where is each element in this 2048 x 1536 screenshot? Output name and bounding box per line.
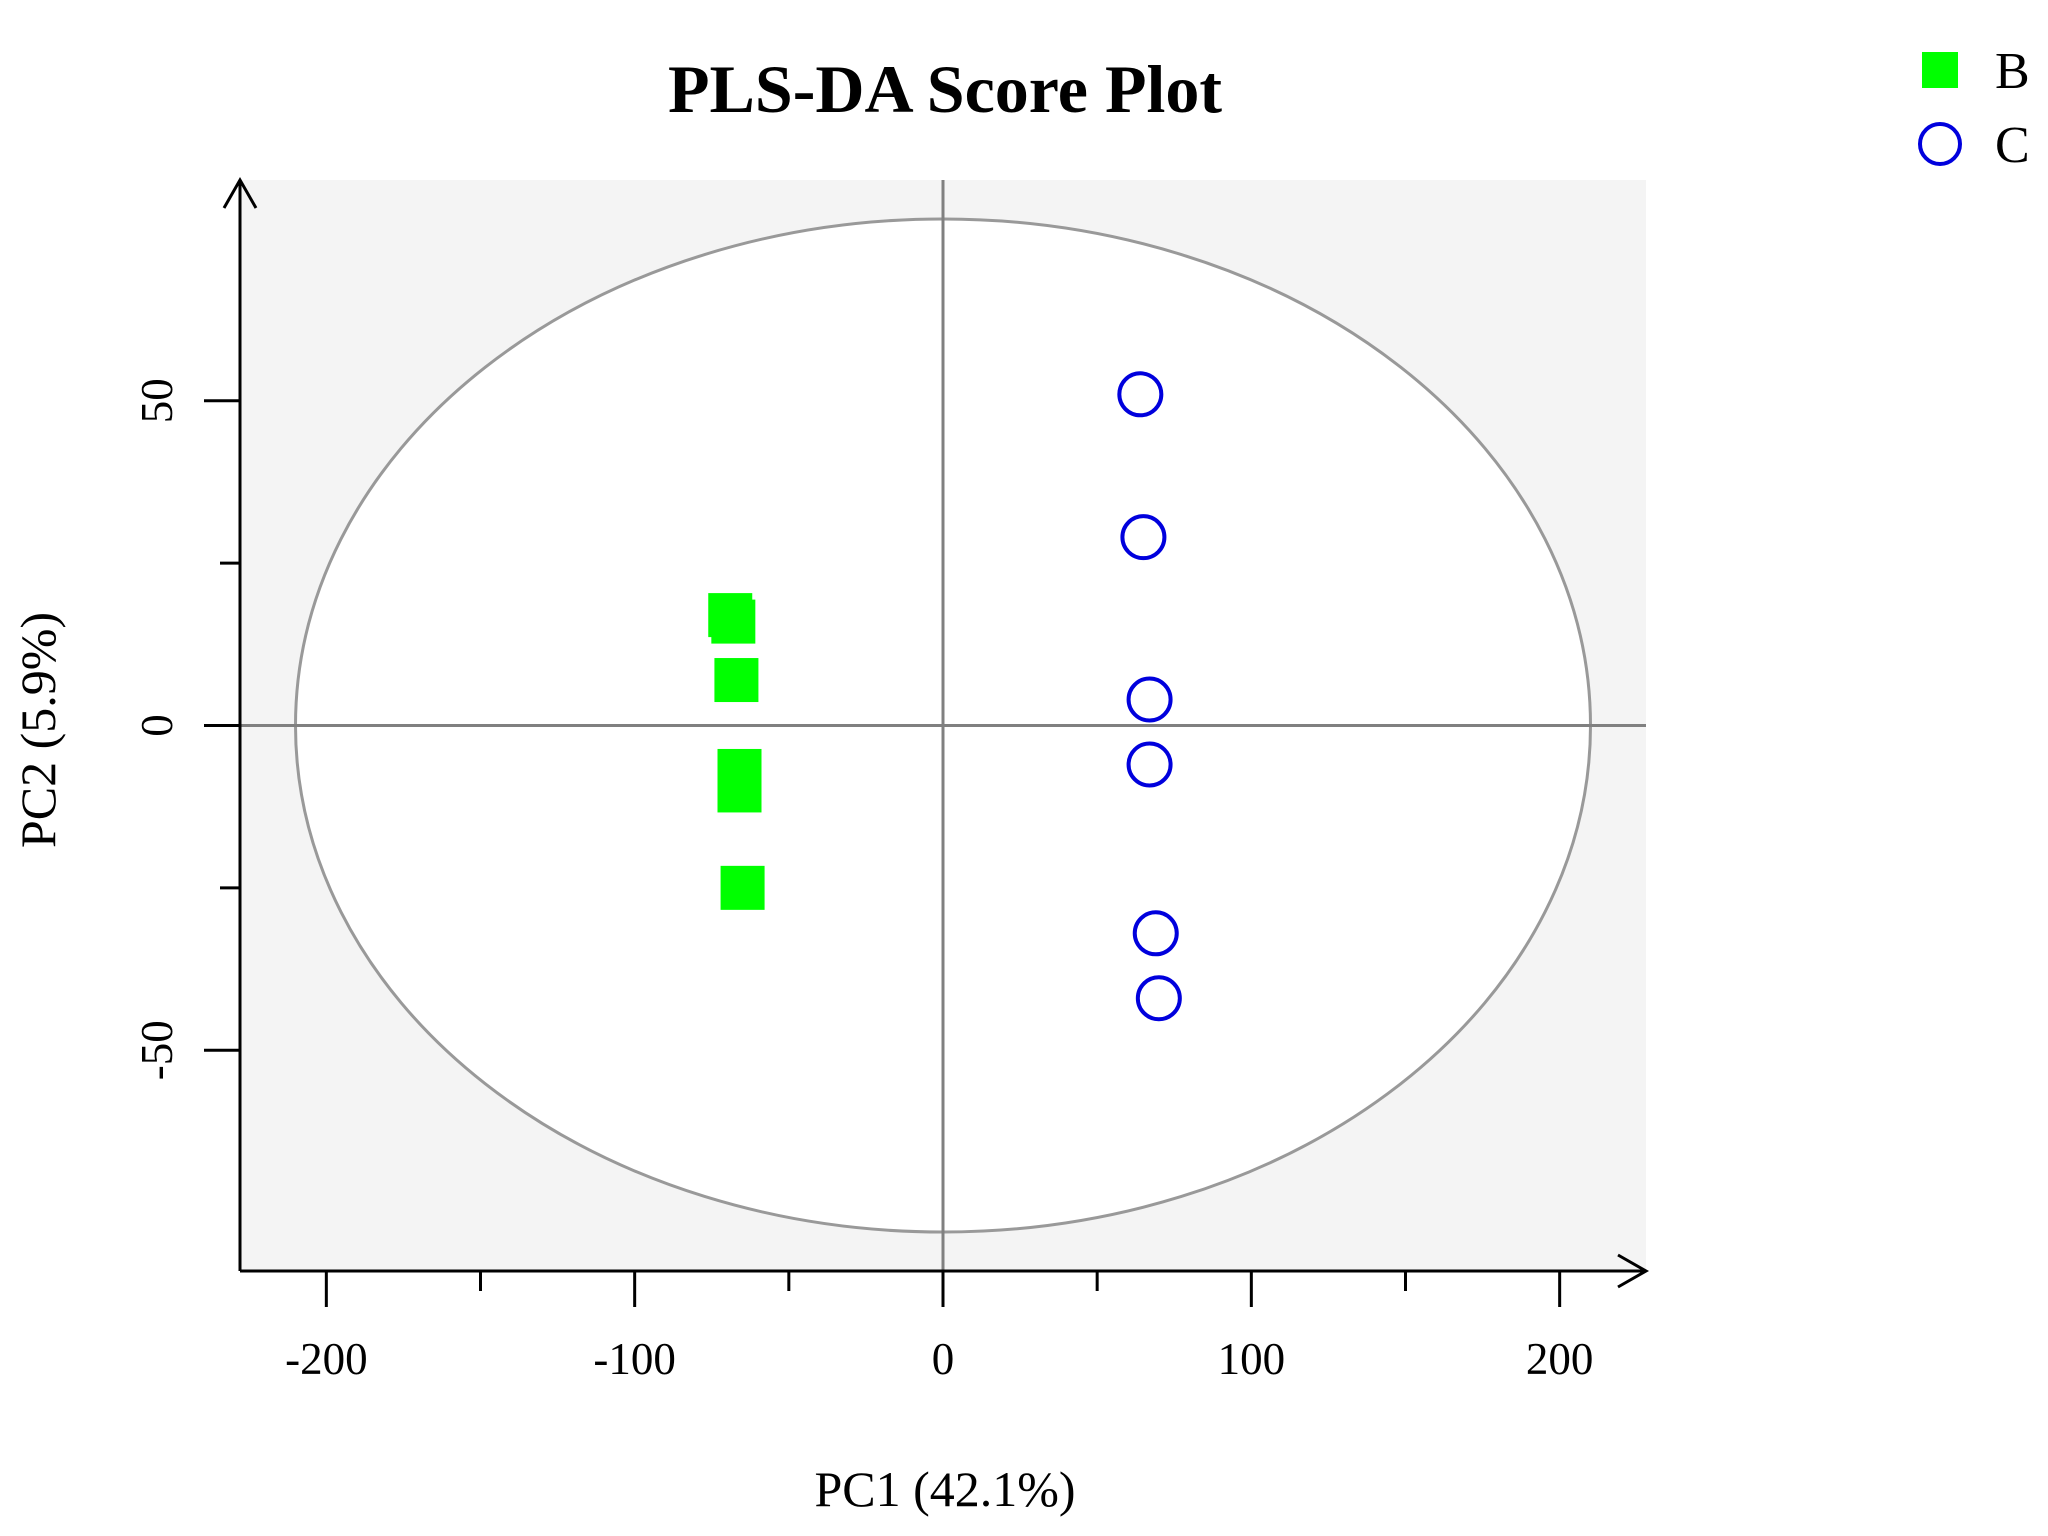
y-axis-label: PC2 (5.9%) [10, 612, 66, 848]
x-axis-label: PC1 (42.1%) [814, 1461, 1075, 1517]
x-tick-label: 100 [1218, 1334, 1286, 1384]
chart-title: PLS-DA Score Plot [668, 51, 1222, 127]
legend-label-b: B [1995, 43, 2030, 100]
y-axis-arrowhead [222, 176, 258, 209]
point-c [1132, 910, 1179, 957]
data-points [708, 371, 1182, 1022]
point-c [1126, 676, 1173, 723]
point-b [720, 865, 765, 910]
point-b [714, 658, 759, 703]
y-tick-label: 50 [132, 378, 182, 423]
x-axis-arrowhead [1617, 1253, 1650, 1289]
x-tick-label: -200 [285, 1334, 368, 1384]
y-tick-label: 0 [132, 714, 182, 737]
point-b [717, 768, 762, 813]
legend-marker-b [1922, 52, 1958, 88]
point-b [711, 599, 756, 644]
legend: B C [1918, 43, 2030, 174]
x-tick-label: 0 [932, 1334, 955, 1384]
point-c [1120, 514, 1167, 561]
y-tick-label: -50 [132, 1020, 182, 1080]
point-c [1126, 741, 1173, 788]
point-c [1135, 975, 1182, 1022]
point-c [1117, 371, 1164, 418]
x-tick-label: -100 [593, 1334, 676, 1384]
axis-ticks [204, 399, 1562, 1307]
x-tick-label: 200 [1526, 1334, 1594, 1384]
axis-tick-labels: -200 -100 0 100 200 -50 0 50 [132, 378, 1593, 1384]
legend-label-c: C [1995, 117, 2030, 174]
legend-marker-c [1918, 122, 1962, 166]
